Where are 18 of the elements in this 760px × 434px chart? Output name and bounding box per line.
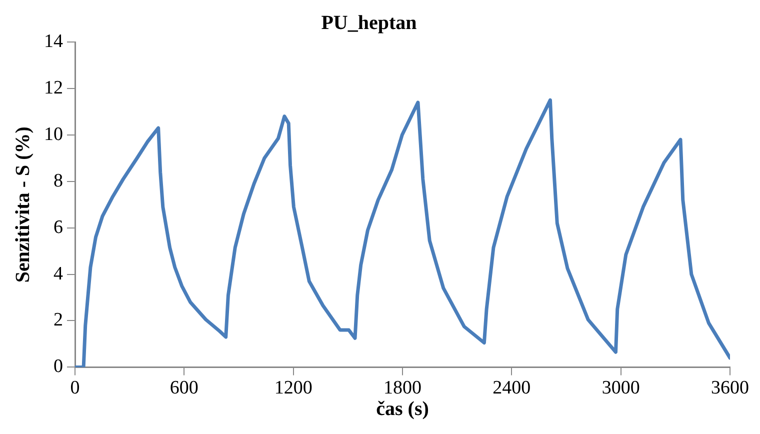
y-tick-label: 4 bbox=[54, 263, 64, 284]
y-axis-title: Senzitivita - S (%) bbox=[12, 126, 34, 283]
x-tick-label: 1800 bbox=[384, 378, 422, 399]
x-tick-label: 3000 bbox=[602, 378, 640, 399]
x-tick-label: 2400 bbox=[492, 378, 531, 399]
x-tick-label: 600 bbox=[170, 378, 198, 399]
x-axis-title: čas (s) bbox=[376, 398, 429, 420]
y-tick-label: 6 bbox=[54, 216, 63, 238]
y-tick-label: 0 bbox=[54, 356, 63, 378]
y-tick-label: 14 bbox=[44, 30, 64, 52]
y-tick-label: 8 bbox=[54, 170, 63, 192]
x-tick-label: 3600 bbox=[711, 378, 749, 399]
y-tick-label: 10 bbox=[44, 124, 63, 145]
x-tick-label: 0 bbox=[70, 378, 80, 399]
y-tick-label: 2 bbox=[54, 310, 63, 331]
y-tick-label: 12 bbox=[44, 77, 63, 98]
chart-title: PU_heptan bbox=[321, 12, 417, 34]
x-tick-label: 1200 bbox=[274, 378, 312, 399]
